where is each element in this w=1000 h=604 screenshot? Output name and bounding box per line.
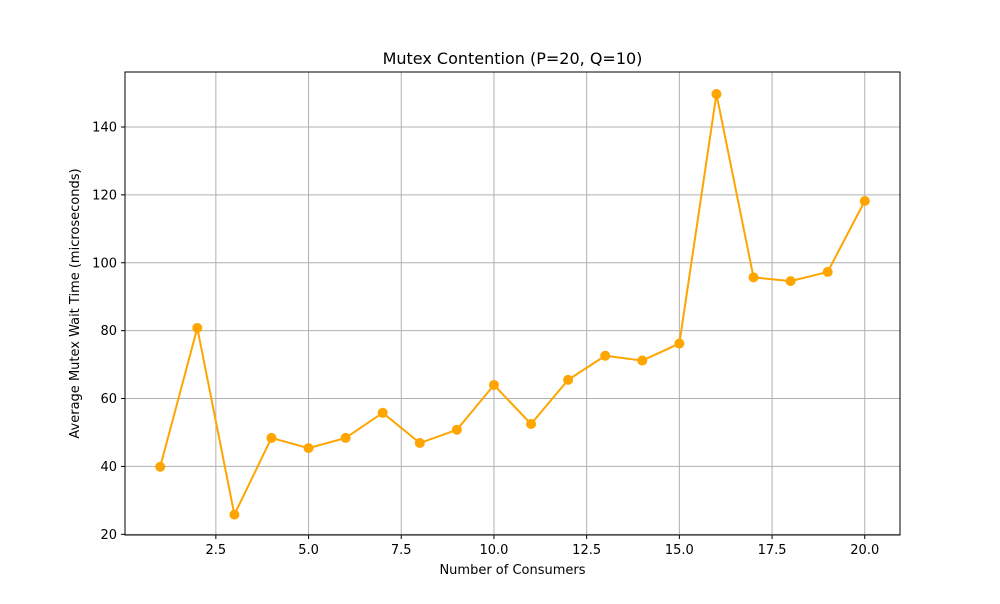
chart-title: Mutex Contention (P=20, Q=10) — [383, 49, 643, 68]
axis-ticks — [121, 126, 866, 539]
y-tick-label: 20 — [100, 528, 117, 543]
data-point — [266, 432, 277, 443]
x-axis-label: Number of Consumers — [439, 563, 585, 578]
data-point — [377, 407, 388, 418]
y-tick-label: 120 — [92, 188, 117, 203]
y-tick-label: 80 — [100, 324, 117, 339]
data-point — [711, 89, 722, 100]
series-line-layer — [159, 93, 866, 516]
x-tick-label: 7.5 — [391, 543, 412, 558]
data-point — [526, 419, 537, 429]
tick-labels: 2.5 5.0 7.5 10.0 12.5 15.0 17.5 20.0 20 40 60 80 100… — [92, 120, 879, 558]
x-tick-label: 5.0 — [298, 543, 319, 558]
series-markers — [155, 89, 870, 520]
x-tick-label: 2.5 — [206, 543, 227, 558]
data-point — [155, 461, 166, 472]
x-tick-label: 20.0 — [850, 543, 879, 558]
data-point — [303, 443, 314, 454]
data-point — [748, 272, 759, 283]
y-tick-label: 40 — [100, 460, 117, 475]
y-tick-label: 100 — [92, 256, 117, 271]
series-line — [159, 93, 866, 516]
data-point — [600, 350, 611, 361]
data-point — [859, 195, 870, 206]
y-axis-label: Average Mutex Wait Time (microseconds) — [68, 168, 83, 438]
data-point — [785, 276, 796, 287]
plot-frame — [124, 71, 901, 536]
x-tick-label: 17.5 — [758, 543, 787, 558]
data-point — [340, 432, 351, 443]
x-tick-label: 15.0 — [665, 543, 694, 558]
data-point — [822, 266, 833, 277]
y-tick-label: 140 — [92, 120, 117, 135]
data-point — [674, 338, 685, 349]
y-tick-label: 60 — [100, 392, 117, 407]
grid-lines — [125, 72, 900, 535]
data-point — [563, 374, 574, 385]
x-tick-label: 10.0 — [479, 543, 508, 558]
data-point — [451, 424, 462, 435]
data-point — [488, 379, 499, 390]
x-tick-label: 12.5 — [572, 543, 601, 558]
data-point — [414, 438, 425, 449]
data-point — [192, 322, 203, 333]
data-point — [229, 509, 240, 520]
data-point — [637, 355, 648, 366]
